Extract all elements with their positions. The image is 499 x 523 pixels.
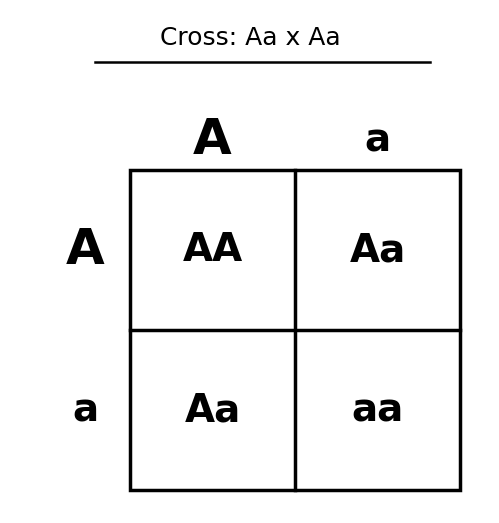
Text: a: a — [72, 391, 98, 429]
Text: a: a — [364, 121, 391, 159]
Text: A: A — [193, 116, 232, 164]
Text: Aa: Aa — [184, 391, 241, 429]
Bar — [130, 170, 460, 490]
Text: A: A — [66, 226, 104, 274]
Text: Aa: Aa — [349, 231, 406, 269]
Text: aa: aa — [351, 391, 404, 429]
Text: Cross: Aa x Aa: Cross: Aa x Aa — [160, 26, 340, 50]
Text: AA: AA — [182, 231, 243, 269]
